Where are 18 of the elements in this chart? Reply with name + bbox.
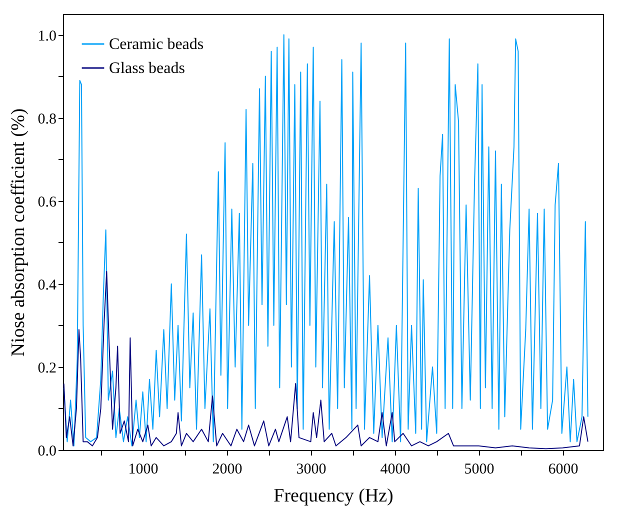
line-series xyxy=(63,270,588,450)
y-tick-label: 0.2 xyxy=(38,360,56,376)
y-tick-label: 0.6 xyxy=(38,194,57,210)
x-tick-label: 1000 xyxy=(128,462,158,478)
y-tick-label: 0.8 xyxy=(38,111,56,128)
legend-label: Ceramic beads xyxy=(109,36,204,53)
x-tick-label: 5000 xyxy=(464,462,494,478)
x-tick-label: 3000 xyxy=(296,462,326,478)
x-tick-label: 6000 xyxy=(548,462,578,478)
y-tick-label: 0.4 xyxy=(38,277,57,294)
x-tick-label: 2000 xyxy=(212,462,242,478)
x-axis-title: Frequency (Hz) xyxy=(274,486,394,506)
y-tick-label: 0.0 xyxy=(38,444,56,460)
x-tick-label: 4000 xyxy=(380,462,410,478)
legend-label: Glass beads xyxy=(109,60,185,77)
line-series xyxy=(63,34,588,446)
y-axis-title: Niose absorption coefficient (%) xyxy=(8,108,29,357)
y-tick-label: 1.0 xyxy=(38,28,56,44)
